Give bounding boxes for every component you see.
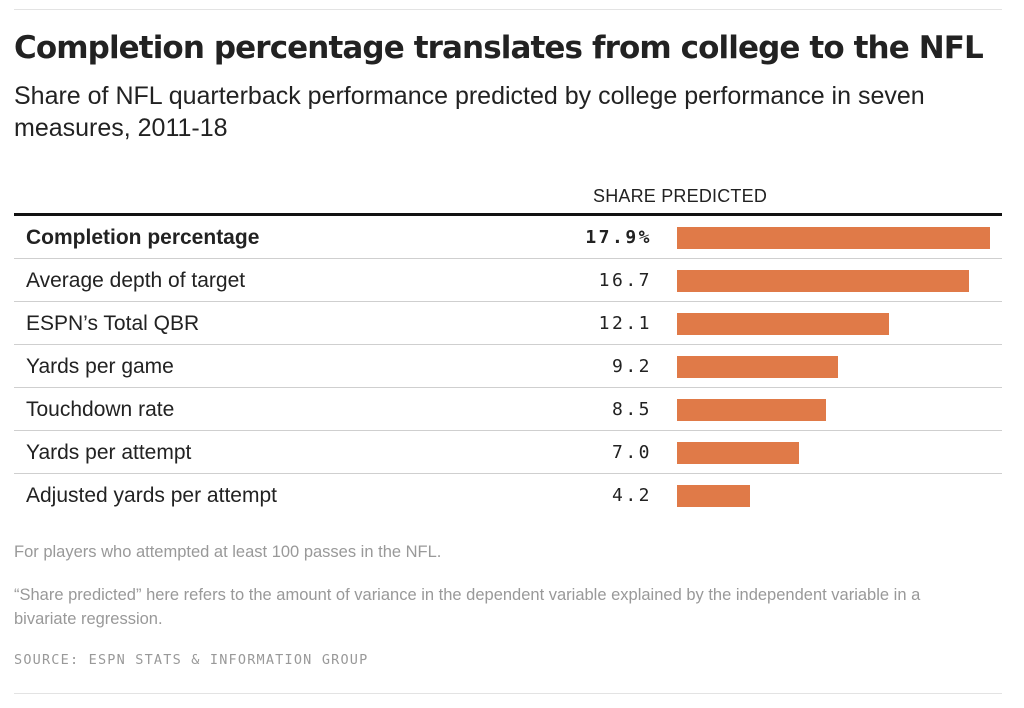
bottom-divider: [14, 693, 1002, 694]
bar-table: Completion percentage 17.9% Average depth …: [14, 216, 1002, 517]
category-label: Yards per game: [26, 355, 174, 378]
value-label: 7.0: [611, 442, 652, 463]
category-label: Touchdown rate: [26, 398, 175, 421]
column-header-share-predicted: SHARE PREDICTED: [593, 186, 768, 206]
bar: [677, 313, 889, 335]
table-row: Average depth of target 16.7: [14, 259, 1002, 302]
table-row: Completion percentage 17.9%: [14, 216, 1002, 259]
value-label: 9.2: [611, 356, 652, 377]
table-row: Adjusted yards per attempt 4.2: [14, 474, 1002, 517]
table-row: Yards per game 9.2: [14, 345, 1002, 388]
category-label: ESPN’s Total QBR: [26, 312, 200, 335]
bar: [677, 485, 750, 507]
footnote-definition: “Share predicted” here refers to the amo…: [14, 586, 921, 628]
value-label: 17.9%: [585, 227, 652, 248]
chart-subtitle: Share of NFL quarterback performance pre…: [14, 82, 925, 142]
category-label: Average depth of target: [26, 269, 246, 292]
chart-title: Completion percentage translates from co…: [14, 30, 984, 66]
value-label: 16.7: [598, 270, 652, 291]
value-label: 4.2: [611, 485, 652, 506]
bar: [677, 227, 990, 249]
footnote-sample: For players who attempted at least 100 p…: [14, 543, 442, 561]
category-label: Yards per attempt: [26, 441, 192, 464]
category-label: Completion percentage: [26, 226, 260, 249]
category-label: Adjusted yards per attempt: [26, 484, 277, 507]
header-rule: [14, 213, 1002, 216]
table-row: ESPN’s Total QBR 12.1: [14, 302, 1002, 345]
bar: [677, 442, 799, 464]
top-divider: [14, 9, 1002, 10]
bar: [677, 356, 838, 378]
source-credit: SOURCE: ESPN STATS & INFORMATION GROUP: [14, 652, 369, 668]
value-label: 8.5: [611, 399, 652, 420]
table-row: Touchdown rate 8.5: [14, 388, 1002, 431]
value-label: 12.1: [598, 313, 652, 334]
table-row: Yards per attempt 7.0: [14, 431, 1002, 474]
bar: [677, 270, 969, 292]
bar: [677, 399, 826, 421]
